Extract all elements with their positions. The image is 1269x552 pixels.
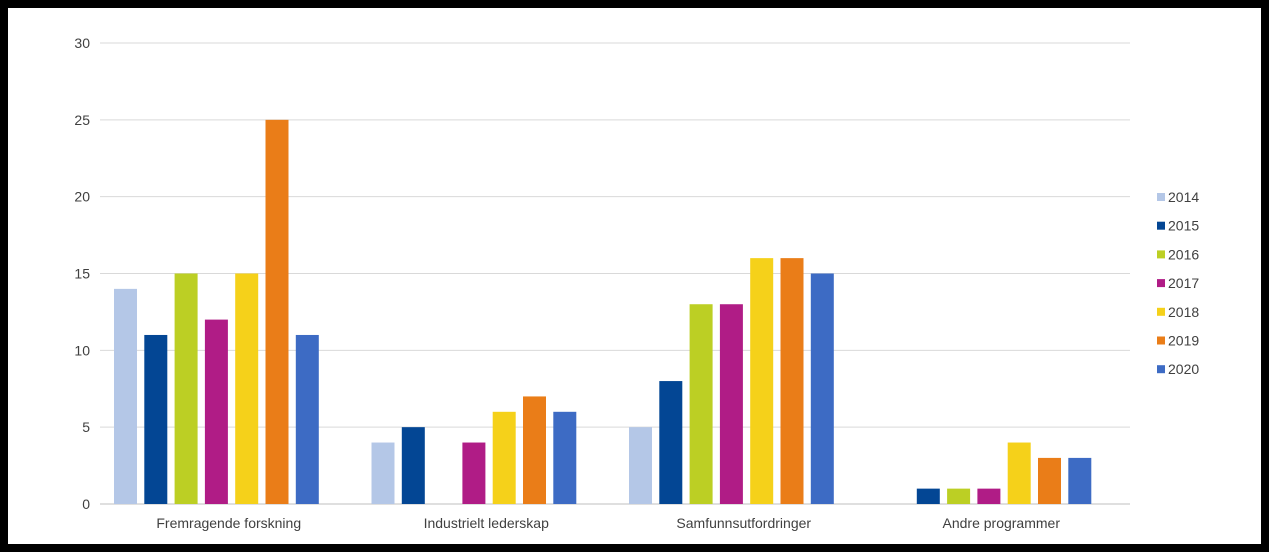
y-tick-label: 20 [74, 189, 90, 205]
x-axis-categories: Fremragende forskning Industrielt ledersk… [156, 515, 1060, 531]
bar-2018-0 [235, 273, 259, 504]
y-tick-label: 5 [82, 419, 90, 435]
bar-2014-2 [629, 427, 652, 504]
bar-2017-3 [977, 488, 1001, 504]
bar-2017-0 [204, 319, 228, 504]
legend-swatch-2014 [1157, 193, 1165, 201]
x-category-label: Fremragende forskning [156, 515, 301, 531]
legend-swatch-2016 [1157, 250, 1165, 259]
x-category-label: Andre programmer [943, 515, 1061, 531]
bar-2017-1 [462, 442, 486, 504]
legend-swatch-2015 [1157, 221, 1165, 230]
bar-2014-0 [114, 288, 137, 504]
legend-swatch-2017 [1157, 279, 1165, 288]
y-tick-label: 0 [82, 496, 90, 512]
legend-label: 2019 [1168, 333, 1199, 349]
x-category-label: Samfunnsutfordringer [676, 515, 811, 531]
legend-swatch-2018 [1157, 307, 1165, 316]
bar-2019-3 [1038, 457, 1061, 504]
legend-label: 2017 [1168, 275, 1199, 291]
y-tick-label: 30 [74, 35, 90, 51]
bar-2020-1 [553, 411, 577, 504]
y-axis-ticks: 0 5 10 15 20 25 30 [74, 35, 90, 512]
bar-2019-2 [780, 258, 804, 504]
bar-2015-2 [659, 381, 683, 504]
bar-2014-1 [371, 442, 395, 504]
bar-2018-1 [492, 411, 516, 504]
bar-2015-3 [916, 488, 940, 504]
legend-label: 2018 [1168, 304, 1199, 320]
legend-label: 2014 [1168, 189, 1199, 205]
bar-2020-2 [810, 273, 834, 504]
y-tick-label: 10 [74, 342, 90, 358]
bar-2017-2 [719, 304, 743, 504]
bar-2020-3 [1068, 457, 1092, 504]
bars [114, 119, 1092, 504]
bar-2018-2 [750, 258, 774, 504]
bar-2018-3 [1007, 442, 1031, 504]
bar-2016-0 [174, 273, 198, 504]
legend-swatch-2019 [1157, 336, 1165, 345]
bar-2015-0 [144, 334, 168, 504]
bar-2016-2 [689, 304, 713, 504]
legend: 2014 2015 2016 2017 2018 2019 2020 [1157, 189, 1199, 377]
bar-2019-0 [265, 119, 289, 504]
bar-2016-3 [947, 488, 971, 504]
legend-label: 2015 [1168, 218, 1199, 234]
bar-2020-0 [295, 334, 319, 504]
y-tick-label: 25 [74, 112, 90, 128]
bar-2019-1 [523, 396, 546, 504]
x-category-label: Industrielt lederskap [424, 515, 550, 531]
legend-swatch-2020 [1157, 365, 1165, 374]
legend-label: 2016 [1168, 246, 1199, 262]
y-tick-label: 15 [74, 266, 90, 282]
bar-2015-1 [401, 427, 425, 504]
legend-label: 2020 [1168, 361, 1199, 377]
